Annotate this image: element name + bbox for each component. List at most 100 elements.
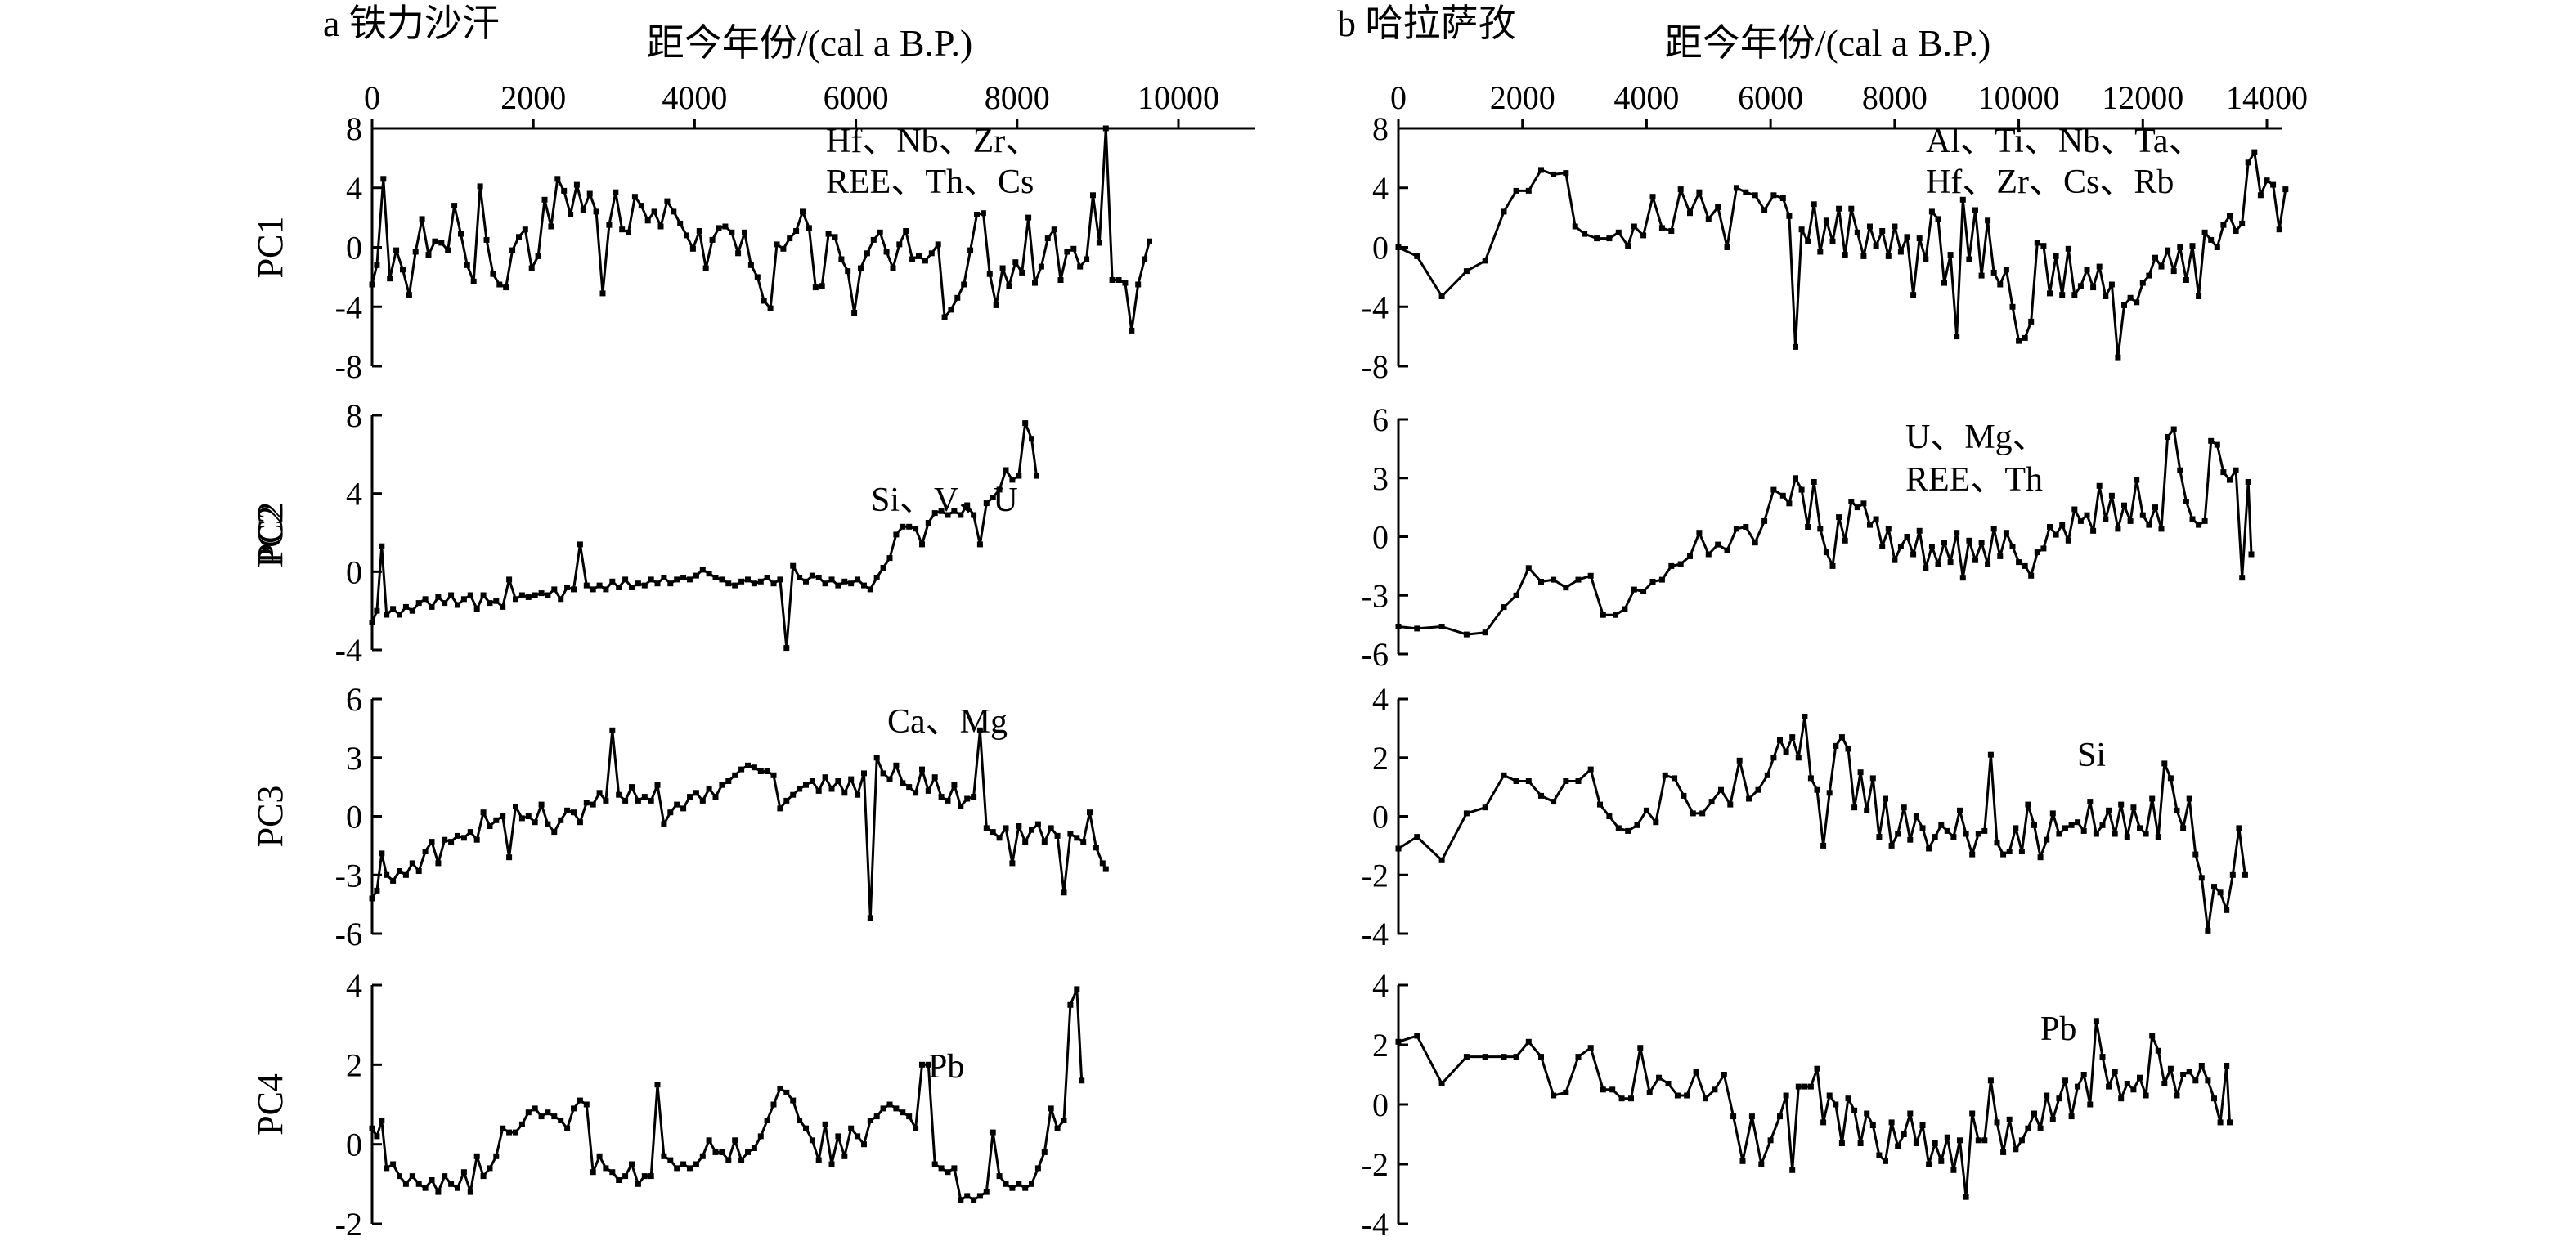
chart-b-data-point — [1888, 842, 1895, 849]
chart-b-data-point — [1551, 576, 1557, 583]
chart-b-data-point — [2127, 517, 2134, 524]
chart-a-data-point — [538, 590, 545, 597]
chart-b-data-point — [2115, 526, 2121, 532]
chart-b-data-point — [1860, 253, 1867, 259]
chart-b-data-point — [1656, 1074, 1663, 1081]
chart-a-data-point — [732, 582, 738, 589]
chart-a-data-point — [390, 606, 397, 612]
chart-a-data-point — [873, 575, 880, 580]
chart-a-data-point — [906, 1113, 913, 1120]
chart-b-data-point — [2053, 531, 2059, 538]
chart-a-data-point — [664, 198, 671, 204]
chart-b-data-point — [2047, 524, 2053, 530]
chart-a-panel-3: -6 -3 0 3 6 PC3 Ca、Mg — [250, 681, 1109, 952]
chart-a-data-point — [490, 271, 496, 277]
chart-a-y-tick-label: 2 — [346, 1046, 362, 1083]
chart-b-data-point — [1684, 1092, 1690, 1099]
chart-a-data-point — [374, 887, 380, 894]
chart-b-data-point — [1703, 1095, 1708, 1102]
chart-b-data-point — [2003, 267, 2009, 273]
chart-b-data-point — [2127, 294, 2134, 301]
chart-b-data-point — [2196, 293, 2202, 299]
chart-b-data-point — [1743, 524, 1749, 530]
chart-b-annotation-1: Hf、Zr、Cs、Rb — [1926, 164, 2174, 201]
chart-b-data-point — [1947, 252, 1954, 258]
chart-a-data-point — [790, 791, 797, 798]
chart-a-data-point — [819, 283, 825, 289]
chart-a-data-point — [893, 531, 900, 538]
chart-a-data-point — [880, 565, 886, 571]
chart-a-data-point — [764, 1118, 770, 1123]
chart-b-data-point — [1395, 1038, 1402, 1045]
chart-b-data-point — [2227, 213, 2233, 219]
chart-b-data-point — [2242, 871, 2248, 878]
chart-a-ylabel-4: PC4 — [250, 1073, 290, 1136]
chart-a-data-point — [777, 805, 783, 812]
chart-a-data-point — [532, 1105, 538, 1112]
chart-b-data-point — [1873, 516, 1879, 522]
chart-a-plot: 0 2000 4000 6000 8000 10000-8-4048PC1Hf、Nb、Zr… — [250, 79, 1255, 1241]
chart-a-data-point — [890, 265, 896, 271]
chart-a-data-point — [928, 250, 935, 257]
chart-a-data-point — [638, 203, 644, 209]
chart-b-data-point — [2158, 263, 2165, 270]
chart-b-data-point — [2177, 244, 2183, 250]
chart-b-data-point — [2137, 1074, 2143, 1081]
chart-b-data-point — [1873, 243, 1879, 249]
chart-b-data-point — [1935, 216, 1941, 222]
chart-a-data-point — [848, 1125, 855, 1131]
chart-b-data-point — [1551, 1092, 1557, 1099]
chart-b-data-point — [2080, 1072, 2087, 1077]
chart-b-data-point — [1838, 734, 1845, 741]
chart-b-data-point — [1414, 834, 1420, 840]
chart-a-data-point — [577, 819, 583, 826]
chart-b-y-tick-label: 0 — [1372, 799, 1389, 836]
chart-a-data-point — [996, 486, 1003, 493]
chart-b-data-point — [2192, 851, 2199, 858]
chart-b-y-tick-label: -4 — [1362, 916, 1389, 952]
chart-b-data-point — [1978, 540, 1985, 546]
chart-a-data-point — [596, 790, 603, 796]
chart-b-data-point — [1883, 1158, 1888, 1164]
chart-b-data-point — [2013, 825, 2019, 831]
chart-b-data-point — [2224, 1063, 2230, 1069]
chart-a-data-point — [1115, 277, 1122, 283]
chart-a-y-tick-label: -3 — [335, 857, 362, 894]
chart-b-data-point — [1916, 235, 1923, 242]
chart-b-data-point — [2049, 1116, 2056, 1122]
chart-b-data-point — [2264, 177, 2270, 184]
chart-a-data-point — [513, 804, 518, 809]
chart-a-data-point — [931, 774, 938, 781]
chart-a-annotation-2: Si、V、U — [871, 482, 1018, 519]
chart-b-data-point — [2146, 522, 2152, 528]
chart-b-data-point — [2075, 1083, 2081, 1090]
chart-a-data-point — [729, 229, 735, 235]
chart-b-data-point — [1869, 775, 1876, 782]
chart-a-data-point — [870, 236, 877, 243]
chart-b-data-point — [1575, 576, 1582, 583]
chart-a-data-point — [693, 790, 699, 796]
chart-a-data-point — [812, 284, 819, 291]
chart-a-y-tick-label: 8 — [346, 110, 362, 147]
chart-b-data-point — [2177, 467, 2183, 473]
chart-b-data-point — [1926, 1161, 1932, 1167]
chart-b-data-point — [2257, 192, 2264, 199]
chart-a-data-point — [815, 787, 822, 794]
chart-b-data-point — [2214, 244, 2220, 250]
chart-a-data-point — [1074, 986, 1080, 992]
chart-b-data-point — [2170, 268, 2177, 275]
chart-a-data-point — [442, 1173, 448, 1180]
chart-a-ylabel-2: PC2 — [250, 502, 290, 564]
chart-b-data-point — [2084, 267, 2090, 273]
chart-a-data-point — [1016, 1181, 1022, 1187]
chart-a-data-point — [1147, 238, 1152, 244]
chart-b-x-tick-label: 8000 — [1862, 79, 1928, 116]
chart-b-y-tick-label: -2 — [1362, 857, 1389, 894]
chart-b-data-point — [1969, 851, 1976, 858]
chart-b-data-point — [2106, 807, 2112, 813]
chart-b-data-point — [1597, 801, 1603, 808]
chart-a-data-point — [1025, 214, 1032, 221]
chart-b-data-point — [2158, 526, 2165, 532]
chart-b-x-tick-label: 12000 — [2102, 79, 2183, 116]
chart-b-data-point — [1854, 229, 1860, 235]
